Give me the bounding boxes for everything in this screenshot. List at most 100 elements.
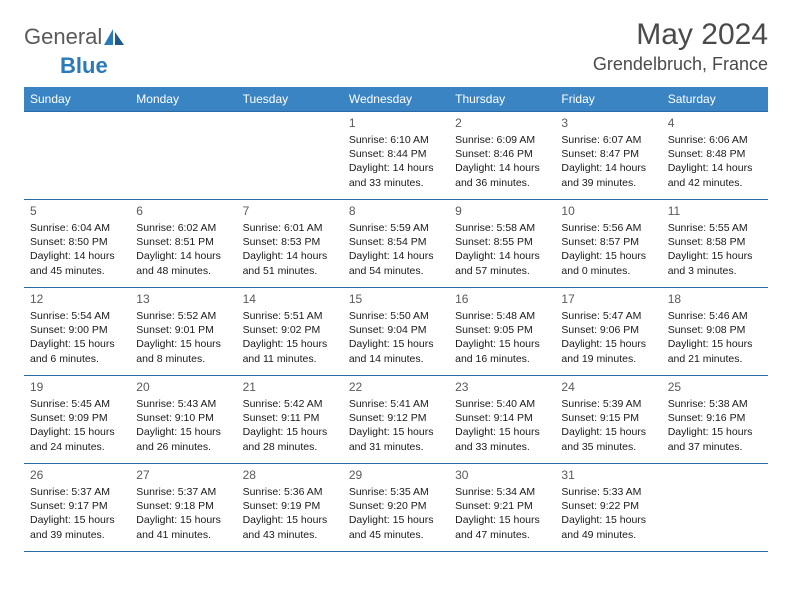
weekday-header: Monday xyxy=(130,87,236,112)
weekday-header: Friday xyxy=(555,87,661,112)
weekday-header: Sunday xyxy=(24,87,130,112)
day-number: 24 xyxy=(561,380,655,394)
day-info: Sunrise: 5:52 AMSunset: 9:01 PMDaylight:… xyxy=(136,309,230,366)
day-number: 14 xyxy=(243,292,337,306)
day-info: Sunrise: 5:47 AMSunset: 9:06 PMDaylight:… xyxy=(561,309,655,366)
calendar-cell xyxy=(237,112,343,200)
calendar-cell: 19Sunrise: 5:45 AMSunset: 9:09 PMDayligh… xyxy=(24,376,130,464)
calendar-cell: 26 Sunrise: 5:37 AMSunset: 9:17 PMDayligh… xyxy=(24,464,130,552)
day-info: Sunrise: 5:48 AMSunset: 9:05 PMDaylight:… xyxy=(455,309,549,366)
calendar-cell: 8 Sunrise: 5:59 AMSunset: 8:54 PMDaylight… xyxy=(343,200,449,288)
day-info: Sunrise: 5:46 AMSunset: 9:08 PMDaylight:… xyxy=(668,309,762,366)
day-info: Sunrise: 5:40 AMSunset: 9:14 PMDaylight:… xyxy=(455,397,549,454)
day-info: Sunrise: 6:09 AMSunset: 8:46 PMDaylight:… xyxy=(455,133,549,190)
day-info: Sunrise: 5:54 AMSunset: 9:00 PMDaylight:… xyxy=(30,309,124,366)
calendar-cell: 12 Sunrise: 5:54 AMSunset: 9:00 PMDayligh… xyxy=(24,288,130,376)
day-number: 2 xyxy=(455,116,549,130)
calendar-cell: 13 Sunrise: 5:52 AMSunset: 9:01 PMDayligh… xyxy=(130,288,236,376)
calendar-cell: 2 Sunrise: 6:09 AMSunset: 8:46 PMDaylight… xyxy=(449,112,555,200)
day-number: 3 xyxy=(561,116,655,130)
location: Grendelbruch, France xyxy=(593,54,768,75)
day-number: 18 xyxy=(668,292,762,306)
day-number: 23 xyxy=(455,380,549,394)
calendar-cell: 16 Sunrise: 5:48 AMSunset: 9:05 PMDayligh… xyxy=(449,288,555,376)
calendar-cell: 9 Sunrise: 5:58 AMSunset: 8:55 PMDaylight… xyxy=(449,200,555,288)
day-info: Sunrise: 5:33 AMSunset: 9:22 PMDaylight:… xyxy=(561,485,655,542)
day-info: Sunrise: 6:04 AMSunset: 8:50 PMDaylight:… xyxy=(30,221,124,278)
day-info: Sunrise: 5:38 AMSunset: 9:16 PMDaylight:… xyxy=(668,397,762,454)
day-info: Sunrise: 5:56 AMSunset: 8:57 PMDaylight:… xyxy=(561,221,655,278)
day-number: 31 xyxy=(561,468,655,482)
calendar-row: 26 Sunrise: 5:37 AMSunset: 9:17 PMDayligh… xyxy=(24,464,768,552)
day-number: 17 xyxy=(561,292,655,306)
day-number: 6 xyxy=(136,204,230,218)
calendar-cell: 15 Sunrise: 5:50 AMSunset: 9:04 PMDayligh… xyxy=(343,288,449,376)
calendar-cell: 20Sunrise: 5:43 AMSunset: 9:10 PMDayligh… xyxy=(130,376,236,464)
day-info: Sunrise: 5:59 AMSunset: 8:54 PMDaylight:… xyxy=(349,221,443,278)
day-number: 12 xyxy=(30,292,124,306)
calendar-cell: 18 Sunrise: 5:46 AMSunset: 9:08 PMDayligh… xyxy=(662,288,768,376)
day-info: Sunrise: 6:01 AMSunset: 8:53 PMDaylight:… xyxy=(243,221,337,278)
day-number: 30 xyxy=(455,468,549,482)
calendar-body: 1 Sunrise: 6:10 AMSunset: 8:44 PMDaylight… xyxy=(24,112,768,552)
weekday-header: Wednesday xyxy=(343,87,449,112)
calendar-cell: 7Sunrise: 6:01 AMSunset: 8:53 PMDaylight… xyxy=(237,200,343,288)
day-info: Sunrise: 5:42 AMSunset: 9:11 PMDaylight:… xyxy=(243,397,337,454)
day-number: 11 xyxy=(668,204,762,218)
calendar-row: 19Sunrise: 5:45 AMSunset: 9:09 PMDayligh… xyxy=(24,376,768,464)
calendar-cell: 24Sunrise: 5:39 AMSunset: 9:15 PMDayligh… xyxy=(555,376,661,464)
logo-text-blue: Blue xyxy=(60,53,108,78)
calendar-cell: 14 Sunrise: 5:51 AMSunset: 9:02 PMDayligh… xyxy=(237,288,343,376)
calendar-cell: 3 Sunrise: 6:07 AMSunset: 8:47 PMDaylight… xyxy=(555,112,661,200)
calendar-cell: 25 Sunrise: 5:38 AMSunset: 9:16 PMDayligh… xyxy=(662,376,768,464)
day-number: 15 xyxy=(349,292,443,306)
day-number: 1 xyxy=(349,116,443,130)
calendar-cell xyxy=(130,112,236,200)
calendar-row: 1 Sunrise: 6:10 AMSunset: 8:44 PMDaylight… xyxy=(24,112,768,200)
day-info: Sunrise: 5:37 AMSunset: 9:18 PMDaylight:… xyxy=(136,485,230,542)
month-title: May 2024 xyxy=(593,18,768,52)
day-info: Sunrise: 5:55 AMSunset: 8:58 PMDaylight:… xyxy=(668,221,762,278)
day-info: Sunrise: 6:02 AMSunset: 8:51 PMDaylight:… xyxy=(136,221,230,278)
day-info: Sunrise: 5:58 AMSunset: 8:55 PMDaylight:… xyxy=(455,221,549,278)
day-number: 8 xyxy=(349,204,443,218)
day-number: 20 xyxy=(136,380,230,394)
weekday-header: Thursday xyxy=(449,87,555,112)
day-info: Sunrise: 6:07 AMSunset: 8:47 PMDaylight:… xyxy=(561,133,655,190)
day-number: 9 xyxy=(455,204,549,218)
day-number: 27 xyxy=(136,468,230,482)
calendar-cell: 22Sunrise: 5:41 AMSunset: 9:12 PMDayligh… xyxy=(343,376,449,464)
day-number: 28 xyxy=(243,468,337,482)
day-number: 16 xyxy=(455,292,549,306)
logo: General xyxy=(24,24,126,50)
day-number: 29 xyxy=(349,468,443,482)
day-info: Sunrise: 5:35 AMSunset: 9:20 PMDaylight:… xyxy=(349,485,443,542)
day-number: 26 xyxy=(30,468,124,482)
day-info: Sunrise: 5:37 AMSunset: 9:17 PMDaylight:… xyxy=(30,485,124,542)
day-number: 13 xyxy=(136,292,230,306)
title-block: May 2024 Grendelbruch, France xyxy=(593,18,768,75)
day-info: Sunrise: 5:41 AMSunset: 9:12 PMDaylight:… xyxy=(349,397,443,454)
day-number: 21 xyxy=(243,380,337,394)
calendar-cell: 23 Sunrise: 5:40 AMSunset: 9:14 PMDayligh… xyxy=(449,376,555,464)
calendar-head: SundayMondayTuesdayWednesdayThursdayFrid… xyxy=(24,87,768,112)
calendar-cell: 6 Sunrise: 6:02 AMSunset: 8:51 PMDaylight… xyxy=(130,200,236,288)
weekday-header: Tuesday xyxy=(237,87,343,112)
calendar-cell: 29 Sunrise: 5:35 AMSunset: 9:20 PMDayligh… xyxy=(343,464,449,552)
day-info: Sunrise: 5:50 AMSunset: 9:04 PMDaylight:… xyxy=(349,309,443,366)
calendar-cell: 28 Sunrise: 5:36 AMSunset: 9:19 PMDayligh… xyxy=(237,464,343,552)
calendar-cell: 31 Sunrise: 5:33 AMSunset: 9:22 PMDayligh… xyxy=(555,464,661,552)
day-number: 10 xyxy=(561,204,655,218)
calendar-table: SundayMondayTuesdayWednesdayThursdayFrid… xyxy=(24,87,768,552)
day-info: Sunrise: 5:36 AMSunset: 9:19 PMDaylight:… xyxy=(243,485,337,542)
calendar-cell xyxy=(662,464,768,552)
calendar-cell: 27 Sunrise: 5:37 AMSunset: 9:18 PMDayligh… xyxy=(130,464,236,552)
day-info: Sunrise: 5:34 AMSunset: 9:21 PMDaylight:… xyxy=(455,485,549,542)
day-info: Sunrise: 5:51 AMSunset: 9:02 PMDaylight:… xyxy=(243,309,337,366)
calendar-row: 5Sunrise: 6:04 AMSunset: 8:50 PMDaylight… xyxy=(24,200,768,288)
day-info: Sunrise: 6:10 AMSunset: 8:44 PMDaylight:… xyxy=(349,133,443,190)
calendar-row: 12 Sunrise: 5:54 AMSunset: 9:00 PMDayligh… xyxy=(24,288,768,376)
day-number: 25 xyxy=(668,380,762,394)
weekday-header: Saturday xyxy=(662,87,768,112)
day-info: Sunrise: 5:45 AMSunset: 9:09 PMDaylight:… xyxy=(30,397,124,454)
